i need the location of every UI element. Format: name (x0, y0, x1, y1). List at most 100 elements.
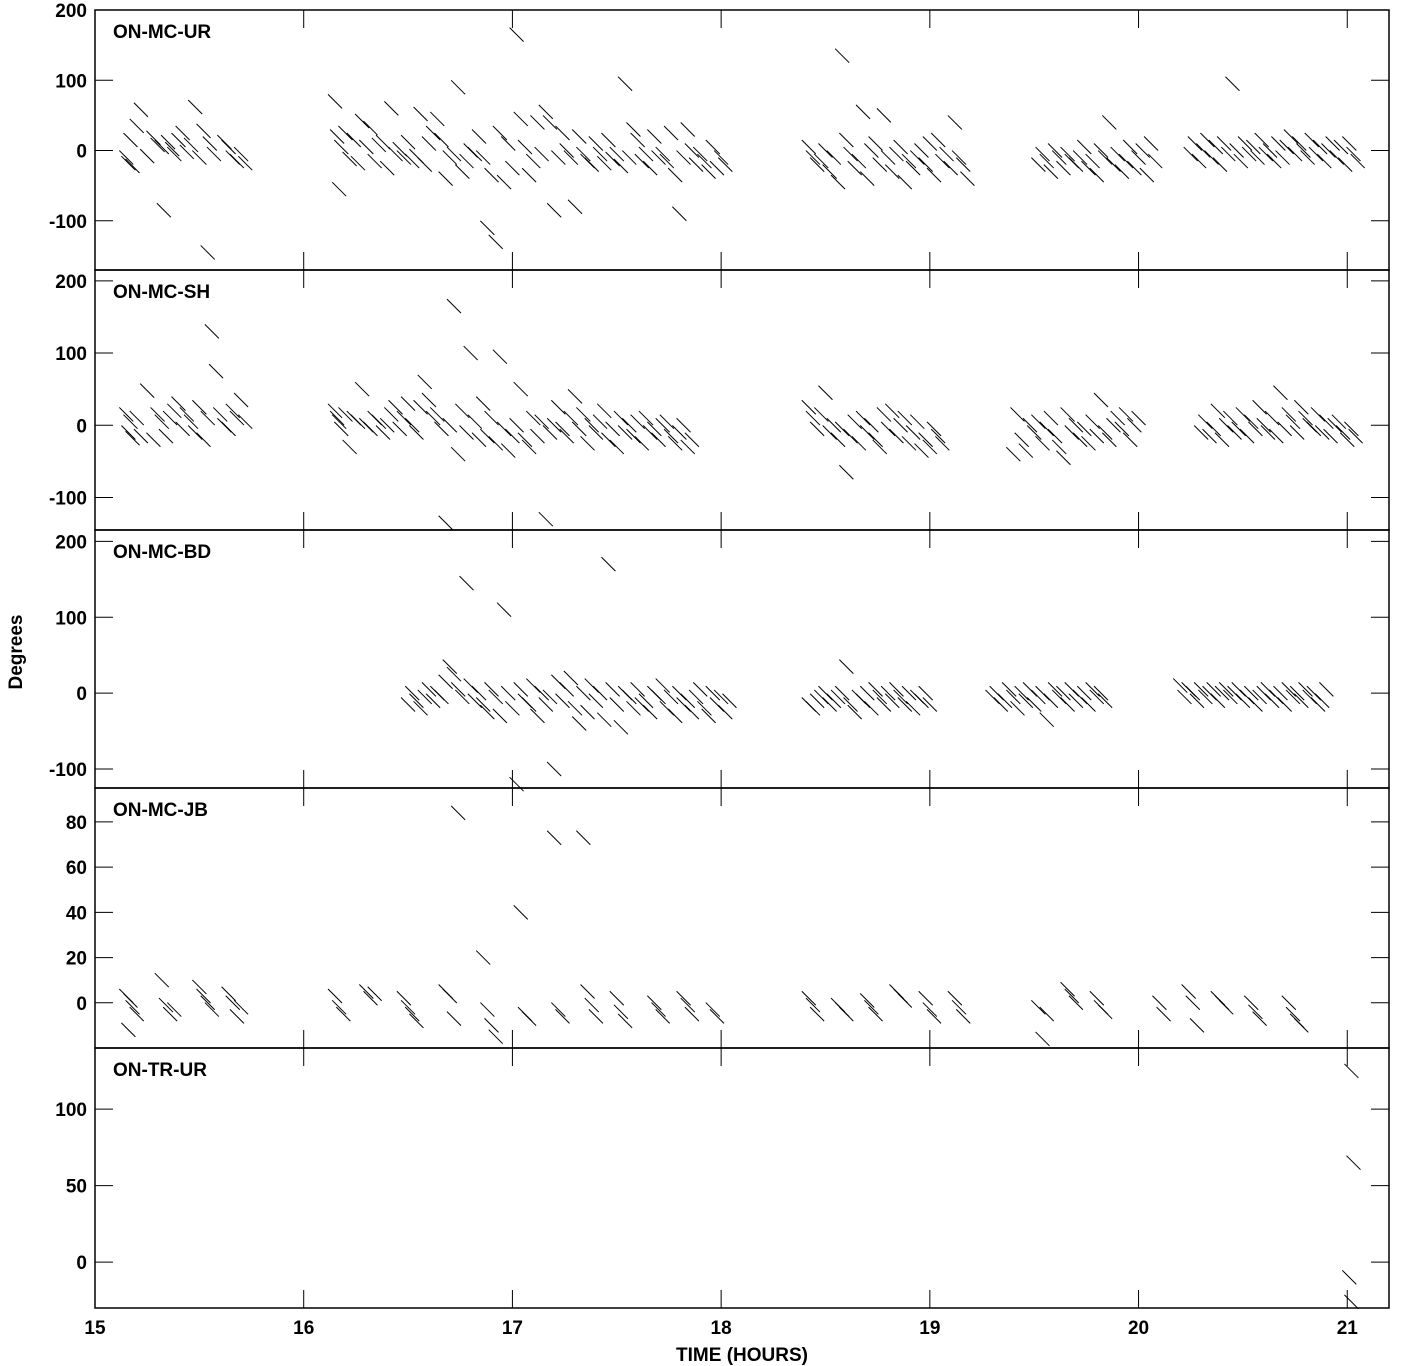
data-point (1014, 685, 1030, 701)
y-tick-label: 0 (76, 994, 87, 1015)
data-point (588, 1008, 604, 1024)
data-point (1281, 681, 1297, 697)
data-point (651, 150, 666, 165)
data-point (480, 704, 495, 720)
data-point (621, 150, 637, 165)
data-point (901, 685, 917, 701)
data-point (1264, 410, 1280, 426)
data-point (446, 1011, 462, 1026)
data-point (655, 1008, 671, 1024)
y-tick-label: 20 (66, 949, 87, 970)
data-point (530, 708, 545, 724)
data-point (584, 157, 600, 172)
data-point (613, 719, 629, 735)
data-point (672, 206, 687, 222)
data-point (496, 174, 512, 190)
data-point (434, 421, 449, 437)
data-point (175, 421, 191, 437)
data-point (868, 136, 883, 151)
data-point (914, 443, 929, 458)
data-point (1298, 681, 1313, 697)
panel-frame (94, 9, 1390, 271)
data-point (1258, 146, 1274, 162)
data-point (429, 407, 445, 422)
data-point (1302, 689, 1318, 705)
data-point (400, 999, 416, 1015)
data-point (626, 700, 641, 716)
data-point (843, 146, 858, 162)
data-point (1122, 432, 1138, 448)
data-point (684, 1006, 700, 1022)
data-point (1220, 146, 1236, 162)
data-point (217, 134, 232, 150)
data-point (221, 986, 236, 1002)
data-point (1076, 139, 1092, 155)
data-point (1348, 428, 1363, 444)
data-point (563, 410, 579, 426)
data-point (442, 988, 458, 1004)
data-point (354, 113, 370, 129)
data-point (371, 137, 387, 153)
data-point (580, 984, 595, 999)
data-point (417, 374, 433, 390)
data-point (333, 139, 349, 155)
data-point (166, 403, 182, 419)
panel-frame (94, 787, 1390, 1049)
data-point (1229, 143, 1244, 158)
data-point (375, 425, 391, 440)
data-point (697, 700, 712, 716)
data-point (396, 410, 412, 426)
panel-label: ON-MC-UR (113, 22, 211, 43)
data-point (363, 120, 378, 136)
data-point (1026, 425, 1042, 440)
data-point (1189, 693, 1205, 709)
data-point (1285, 1006, 1301, 1022)
data-point (442, 659, 458, 674)
data-point (542, 115, 558, 130)
data-point (1031, 999, 1046, 1015)
data-point (1325, 136, 1341, 151)
data-point (162, 1006, 178, 1022)
data-point (805, 997, 821, 1013)
data-point (396, 150, 412, 165)
data-point (596, 155, 612, 171)
data-point (1127, 417, 1142, 433)
data-point (617, 1013, 633, 1029)
data-point (609, 439, 625, 455)
data-point (534, 146, 549, 162)
data-point (550, 150, 566, 165)
data-point (813, 689, 829, 705)
data-point (133, 102, 149, 118)
data-point (1341, 1270, 1357, 1285)
data-point (617, 76, 633, 92)
data-point (1118, 153, 1134, 169)
data-point (834, 48, 850, 64)
data-point (379, 160, 395, 176)
data-point (530, 115, 545, 130)
data-point (225, 995, 241, 1011)
data-point (1060, 146, 1075, 162)
data-point (146, 130, 161, 146)
data-point (550, 674, 566, 690)
data-point (709, 160, 725, 176)
data-point (206, 146, 222, 162)
data-point (1076, 421, 1092, 437)
data-point (1097, 693, 1113, 709)
data-point (680, 693, 696, 709)
data-point (484, 167, 499, 183)
data-point (327, 403, 343, 419)
data-point (492, 349, 508, 365)
data-point (1293, 1018, 1309, 1033)
data-point (500, 136, 516, 151)
data-point (1341, 136, 1357, 151)
data-point (864, 417, 879, 433)
data-point (676, 150, 691, 165)
data-point (1283, 129, 1299, 144)
data-point (438, 674, 453, 690)
data-point (1298, 410, 1313, 426)
data-point (1010, 700, 1025, 716)
data-point (542, 425, 558, 440)
data-point (1181, 984, 1196, 999)
x-tick-label: 19 (919, 1318, 940, 1339)
data-point (713, 689, 729, 705)
